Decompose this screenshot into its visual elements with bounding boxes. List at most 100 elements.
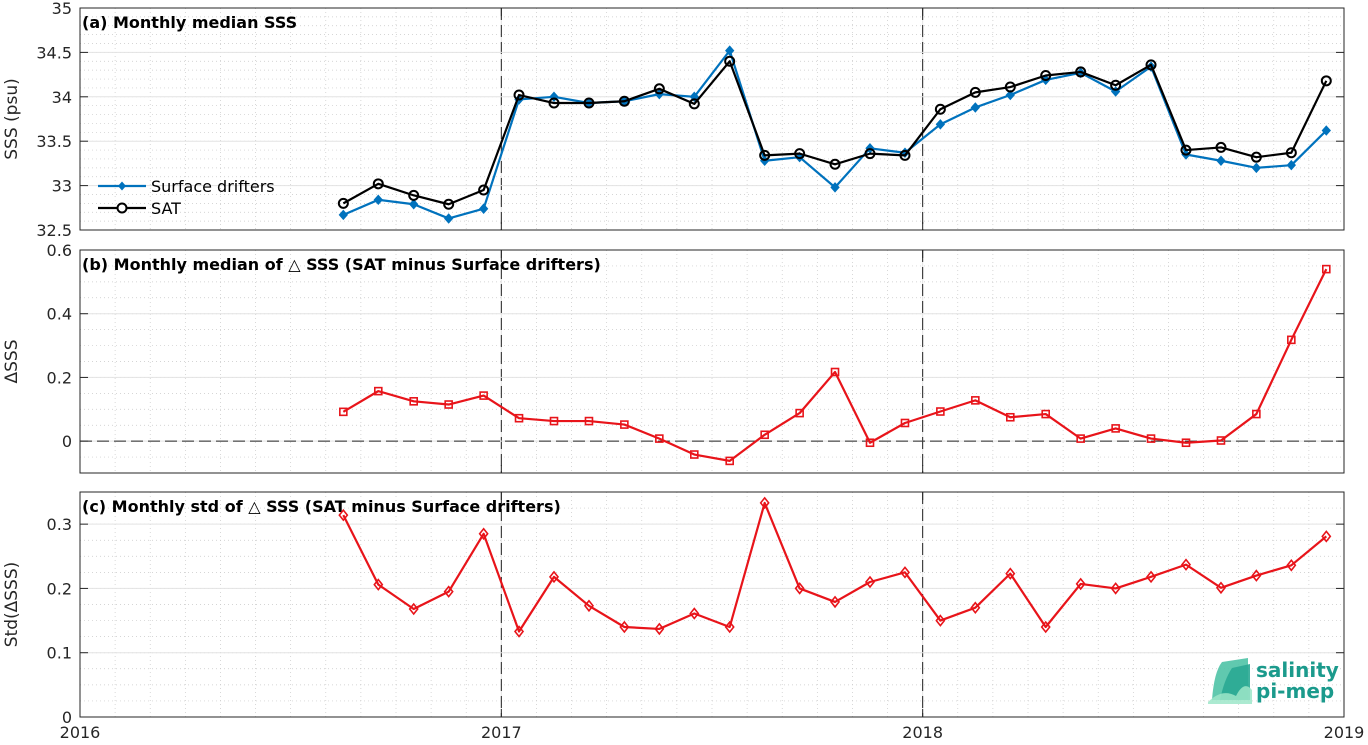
data-point [969, 86, 981, 98]
logo-line2: pi-mep [1256, 679, 1334, 703]
data-point [584, 416, 594, 426]
salinity-pi-mep-logo: salinity pi-mep [1208, 658, 1339, 704]
data-point [724, 620, 735, 634]
data-point [655, 434, 664, 443]
data-point [1216, 155, 1226, 166]
data-point [725, 45, 735, 56]
data-point [443, 198, 455, 210]
data-point [1287, 335, 1296, 345]
data-point [1321, 530, 1332, 543]
data-point [759, 149, 771, 161]
data-point [970, 601, 981, 614]
data-point [514, 413, 524, 423]
y-tick-label: 0 [62, 432, 72, 451]
panel-a: 32.5 33 33.5 34 34.5 35 SSS (psu) (a) Monthly m… [2, 0, 1345, 240]
data-point [1251, 569, 1262, 582]
data-point [1286, 159, 1296, 171]
data-point [408, 189, 420, 201]
y-tick-label: 0.1 [47, 644, 72, 663]
data-point [1286, 559, 1297, 572]
panel-title: (a) Monthly median SSS [82, 13, 297, 32]
data-point [689, 607, 700, 620]
data-point [1181, 438, 1191, 448]
data-point [970, 102, 981, 113]
data-point [373, 194, 383, 206]
data-point [830, 367, 840, 377]
data-point [583, 97, 595, 109]
data-point [1040, 69, 1052, 81]
data-point [619, 620, 630, 634]
y-tick-label: 33 [52, 177, 72, 196]
data-point [1145, 59, 1157, 71]
data-point [1215, 141, 1227, 153]
panel-title: (b) Monthly median of △ SSS (SAT minus S… [82, 255, 601, 274]
legend-marker [118, 181, 126, 191]
data-point [444, 400, 453, 409]
data-point [1180, 558, 1192, 571]
data-point [759, 496, 770, 510]
series-line [342, 268, 1328, 462]
y-tick-label: 0.3 [47, 515, 72, 534]
data-point [1004, 81, 1016, 93]
y-tick-label: 34.5 [36, 43, 72, 62]
data-point [409, 198, 419, 210]
series-line [342, 60, 1328, 206]
data-point [864, 575, 876, 589]
axes-box [79, 491, 1345, 718]
y-tick-label: 32.5 [36, 221, 72, 240]
data-point [653, 83, 665, 95]
data-point [443, 213, 454, 224]
axes-box [79, 7, 1345, 231]
data-point [1146, 434, 1156, 443]
data-point [688, 98, 700, 110]
data-point [337, 197, 349, 209]
data-point [478, 527, 489, 541]
data-point [620, 420, 629, 429]
data-point [549, 416, 559, 426]
panel-title: (c) Monthly std of △ SSS (SAT minus Surf… [82, 497, 561, 516]
data-point [794, 582, 805, 595]
y-axis-label: SSS (psu) [2, 78, 22, 159]
data-point [760, 430, 769, 440]
data-point [339, 407, 348, 417]
data-point [583, 599, 594, 613]
y-axis-label: Std(ΔSSS) [2, 562, 22, 648]
data-point [1075, 577, 1086, 591]
data-point [1322, 264, 1331, 274]
y-tick-label: 35 [52, 0, 72, 18]
data-point [1146, 570, 1157, 584]
data-point [934, 103, 946, 115]
data-point [372, 178, 384, 190]
data-point [514, 625, 525, 638]
data-point [409, 397, 418, 406]
data-point [794, 148, 806, 160]
data-point [935, 614, 946, 627]
data-point [1285, 147, 1297, 159]
data-point [899, 566, 910, 579]
data-point [1110, 582, 1121, 595]
axes-box [79, 249, 1345, 474]
data-point [1180, 144, 1192, 156]
y-axis-label: ΔSSS [2, 339, 22, 383]
data-point [1005, 89, 1015, 101]
x-tick-label: 2018 [902, 723, 943, 742]
data-point [690, 450, 699, 459]
data-point [1041, 409, 1050, 419]
data-point [1075, 66, 1087, 78]
data-point [795, 408, 804, 418]
data-point [408, 602, 419, 616]
data-point [548, 97, 560, 109]
data-point [443, 585, 454, 598]
data-point [478, 184, 490, 196]
data-point [338, 209, 349, 221]
data-point [374, 386, 383, 396]
data-point [830, 595, 841, 609]
logo-line1: salinity [1256, 658, 1339, 682]
data-point [513, 89, 525, 101]
data-point [1040, 620, 1051, 634]
data-point [864, 148, 876, 160]
data-point [1252, 409, 1261, 419]
x-tick-label: 2016 [60, 723, 101, 742]
data-point [1251, 162, 1262, 174]
